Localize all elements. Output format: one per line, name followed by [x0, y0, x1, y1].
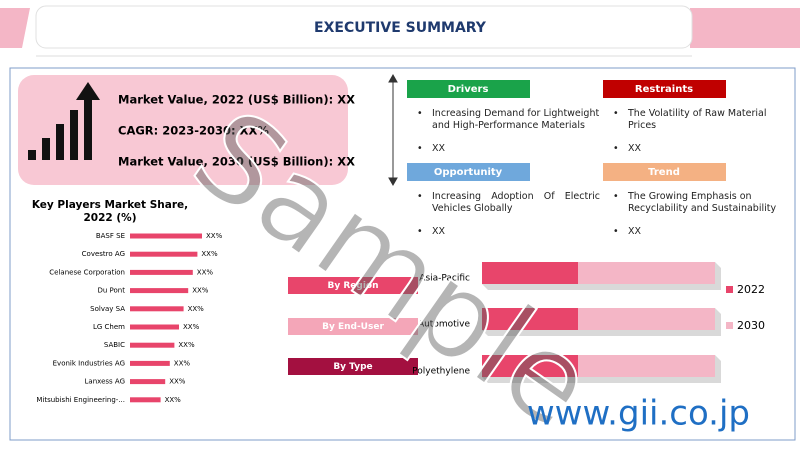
player-bar: [130, 269, 193, 275]
player-name: Celanese Corporation: [49, 268, 125, 276]
player-name: Evonik Industries AG: [53, 359, 125, 367]
panel-title: Restraints: [635, 84, 693, 95]
player-name: Du Pont: [98, 287, 126, 295]
panel-item: XX: [417, 143, 600, 155]
player-bar: [130, 360, 170, 366]
legend-label: 2022: [737, 283, 765, 296]
player-bar: [130, 342, 175, 348]
panel-item: XX: [613, 143, 796, 155]
player-bar: [130, 324, 179, 330]
panel-item: Increasing Adoption Of Electric Vehicles…: [417, 191, 600, 215]
panel-title: Drivers: [448, 84, 489, 95]
player-name: LG Chem: [93, 323, 125, 331]
segment-button: [288, 277, 418, 294]
player-name: Mitsubishi Engineering-...: [36, 396, 125, 404]
bar-2022: [482, 308, 578, 330]
segment-category: Automotive: [418, 320, 471, 330]
growth-icon: [28, 82, 100, 160]
market-line: CAGR: 2023-2030: XX%: [118, 124, 269, 138]
segment-category: Asia-Pacific: [419, 274, 470, 284]
panel-title: Opportunity: [434, 167, 503, 178]
player-label: XX%: [188, 305, 205, 313]
frame: [9, 67, 796, 441]
legend-swatch: [726, 286, 733, 293]
player-bar: [130, 397, 161, 403]
player-name: Covestro AG: [82, 250, 125, 258]
bar-2022: [482, 355, 578, 377]
player-label: XX%: [183, 323, 200, 331]
player-label: XX%: [169, 378, 186, 386]
player-bar: [130, 233, 202, 239]
legend-swatch: [726, 322, 733, 329]
player-name: SABIC: [104, 341, 125, 349]
player-name: Solvay SA: [90, 305, 125, 313]
panel-item: XX: [613, 226, 796, 238]
player-label: XX%: [201, 250, 218, 258]
segment-button-label: By End-User: [322, 322, 384, 332]
player-bar: [130, 306, 184, 312]
bar-2022: [482, 262, 578, 284]
player-label: XX%: [197, 268, 214, 276]
panel-item: The Growing Emphasis on Recyclability an…: [613, 191, 796, 215]
panel-header: [603, 163, 726, 181]
bar-2030: [578, 308, 715, 330]
header-deco: [690, 8, 800, 48]
player-label: XX%: [165, 396, 182, 404]
player-bar: [130, 379, 166, 385]
market-line: Market Value, 2030 (US$ Billion): XX: [118, 155, 355, 169]
panel-header: [407, 80, 530, 98]
market-line: Market Value, 2022 (US$ Billion): XX: [118, 93, 355, 107]
player-label: XX%: [178, 341, 195, 349]
player-bar: [130, 251, 198, 257]
player-name: Lanxess AG: [85, 378, 125, 386]
players-title: Key Players Market Share,: [32, 199, 188, 211]
bar-2030: [578, 355, 715, 377]
player-label: XX%: [206, 232, 223, 240]
panel-header: [603, 80, 726, 98]
panel-item: XX: [417, 226, 600, 238]
double-arrow: [388, 73, 398, 187]
panel-title: Trend: [648, 167, 680, 178]
player-bar: [130, 288, 189, 294]
segment-button-label: By Region: [327, 281, 378, 291]
header-band: [35, 5, 693, 49]
player-name: BASF SE: [96, 232, 125, 240]
legend-label: 2030: [737, 319, 765, 332]
title: EXECUTIVE SUMMARY: [314, 20, 487, 36]
bar-2030: [578, 262, 715, 284]
panel-item: Increasing Demand for Lightweight and Hi…: [417, 108, 600, 132]
player-label: XX%: [174, 359, 191, 367]
segment-button: [288, 358, 418, 375]
market-box: [18, 75, 348, 185]
segment-category: Polyethylene: [412, 367, 470, 377]
players-title: 2022 (%): [84, 212, 137, 224]
panel-header: [407, 163, 530, 181]
segment-button-label: By Type: [333, 362, 372, 372]
segment-button: [288, 318, 418, 335]
url: www.gii.co.jp: [527, 394, 750, 434]
panel-item: The Volatility of Raw Material Prices: [613, 108, 796, 132]
player-label: XX%: [192, 287, 209, 295]
header-deco: [0, 8, 30, 48]
